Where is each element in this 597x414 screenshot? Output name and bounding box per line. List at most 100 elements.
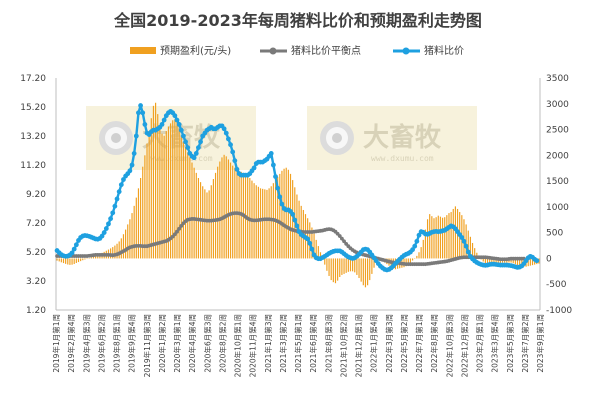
ratio-point [279, 201, 285, 207]
profit-bar [279, 173, 281, 259]
left-tick-label: 7.20 [26, 219, 46, 229]
profit-bar [155, 102, 157, 259]
profit-bar [281, 170, 283, 259]
watermark-right-text: 大畜牧 [363, 122, 442, 153]
ratio-point [309, 246, 315, 252]
legend-item-profit: 预期盈利(元/头) [130, 45, 231, 57]
x-tick-label: 2021年6月第4周 [308, 314, 318, 373]
profit-bar [221, 157, 223, 259]
profit-bar [360, 258, 362, 282]
balance-point [175, 229, 179, 234]
left-tick-label: 5.20 [26, 248, 46, 258]
profit-bar [491, 258, 493, 265]
x-tick-label: 2020年10月第1周 [233, 314, 243, 377]
profit-bar [90, 257, 92, 259]
ratio-point [534, 258, 540, 264]
profit-bar [257, 186, 259, 259]
right-tick-label: -1000 [546, 306, 572, 316]
profit-bar [127, 224, 129, 259]
x-tick-label: 2019年1月第1周 [51, 314, 61, 373]
profit-bar [450, 212, 452, 259]
profit-bar [75, 258, 77, 263]
profit-bar [339, 258, 341, 277]
profit-bar [531, 258, 534, 266]
profit-bar [337, 258, 339, 281]
ratio-point [414, 238, 420, 244]
ratio-point [103, 226, 109, 231]
legend-marker-ratio [402, 47, 410, 55]
profit-bar [60, 258, 62, 263]
profit-bar [206, 192, 208, 259]
left-tick-label: 1.20 [26, 306, 46, 316]
ratio-point [230, 149, 236, 155]
ratio-point [251, 165, 257, 171]
profit-bar [334, 258, 337, 284]
profit-bar [118, 241, 120, 259]
profit-bar [227, 159, 229, 259]
ratio-point [412, 243, 418, 249]
ratio-point [232, 158, 238, 164]
profit-bar [309, 222, 311, 259]
profit-bar [356, 258, 358, 275]
profit-bar [144, 155, 146, 259]
profit-bar [493, 258, 495, 265]
ratio-point [176, 122, 182, 127]
profit-bar [58, 258, 60, 262]
profit-bar [411, 258, 414, 261]
x-tick-label: 2020年11月第4周 [248, 314, 258, 377]
profit-bar [364, 258, 367, 288]
profit-bar [343, 258, 345, 274]
ratio-point [159, 122, 165, 127]
x-tick-label: 2022年7月第1周 [414, 314, 424, 373]
ratio-point [191, 155, 197, 161]
profit-bar [182, 141, 185, 259]
legend-marker-balance [269, 47, 277, 55]
right-tick-label: 3500 [546, 74, 569, 84]
profit-bar [431, 216, 433, 259]
ratio-point [116, 189, 122, 195]
ratio-point [305, 236, 311, 242]
profit-bar [146, 143, 148, 259]
profit-bar [184, 147, 187, 259]
profit-bar [332, 258, 334, 283]
profit-bar [407, 258, 409, 265]
x-axis-labels: 2019年1月第1周 2019年2月第4周 2019年4月第3周 2019年6月第2周… [51, 314, 545, 377]
ratio-point [178, 127, 184, 133]
legend: 预期盈利(元/头) 猪料比价平衡点 猪料比价 [130, 44, 464, 57]
ratio-point [223, 130, 229, 136]
profit-bar [67, 258, 69, 265]
x-tick-label: 2022年3月第3周 [384, 314, 394, 373]
profit-bar [341, 258, 343, 275]
profit-bar [92, 256, 95, 259]
x-tick-label: 2019年8月第1周 [112, 314, 122, 373]
profit-bar [313, 233, 315, 259]
ratio-point [140, 110, 146, 116]
ratio-point [181, 133, 186, 139]
left-tick-label: 17.20 [20, 74, 46, 84]
profit-bar [516, 258, 519, 266]
profit-bar [225, 156, 227, 259]
x-tick-label: 2023年3月第4周 [490, 314, 500, 373]
x-tick-label: 2019年2月第4周 [66, 314, 76, 373]
x-tick-label: 2022年12月第2周 [459, 314, 469, 377]
watermark-left-logo [99, 121, 133, 155]
profit-bar [519, 258, 521, 267]
profit-bar [367, 258, 369, 286]
profit-bar [223, 154, 225, 259]
ratio-point [292, 217, 298, 223]
ratio-point [461, 238, 467, 244]
watermark-right-logo [320, 121, 354, 155]
profit-bar [195, 172, 197, 259]
ratio-point [69, 250, 75, 256]
profit-bar [512, 258, 514, 264]
x-tick-label: 2019年11月第3周 [142, 314, 152, 377]
profit-bar [167, 126, 170, 259]
profit-bar [268, 188, 270, 259]
x-tick-label: 2022年10月第3周 [444, 314, 454, 377]
profit-bar [373, 258, 375, 268]
profit-bar [178, 128, 180, 259]
profit-bar [204, 189, 206, 259]
x-tick-label: 2021年3月第2周 [278, 314, 288, 373]
profit-bar [469, 236, 471, 259]
x-tick-label: 2023年2月第1周 [475, 314, 485, 373]
